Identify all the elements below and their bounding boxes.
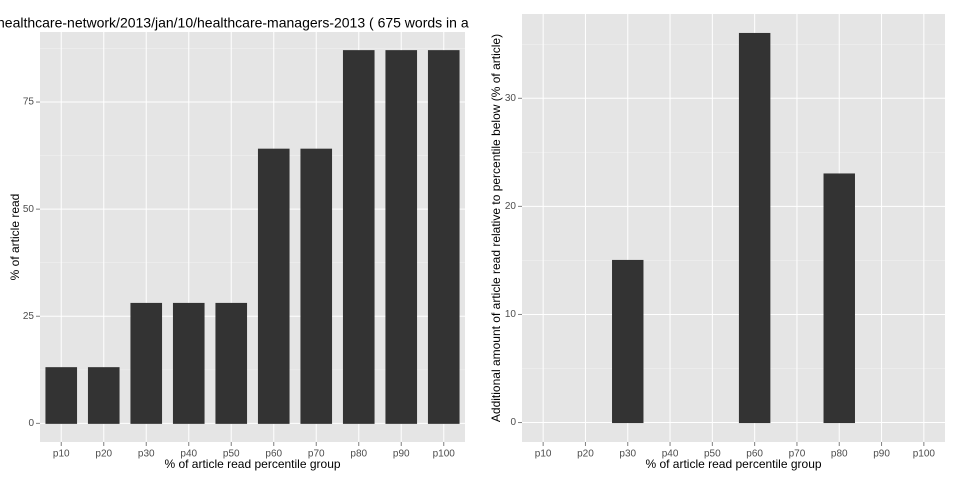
y-tick-label: 10 <box>505 309 517 320</box>
y-tick-label: 30 <box>505 93 517 104</box>
x-axis-label: % of article read percentile group <box>164 457 340 471</box>
bar <box>427 50 460 424</box>
bar <box>215 302 248 424</box>
x-tick-label: p20 <box>95 449 112 460</box>
bar <box>823 173 855 424</box>
x-tick-label: p100 <box>913 449 936 460</box>
x-tick-label: p80 <box>350 449 367 460</box>
bar <box>342 50 375 424</box>
bar <box>738 32 771 424</box>
y-tick-label: 20 <box>505 201 517 212</box>
bar <box>87 367 120 424</box>
x-tick-label: p30 <box>619 449 636 460</box>
x-tick-label: p70 <box>789 449 806 460</box>
bar <box>172 302 205 424</box>
bar <box>300 148 333 424</box>
x-tick-label: p60 <box>746 449 763 460</box>
x-tick-label: p10 <box>535 449 552 460</box>
x-tick-label: p20 <box>577 449 594 460</box>
y-axis-label: % of article read <box>8 194 22 281</box>
y-tick-label: 0 <box>28 418 34 429</box>
y-tick-label: 50 <box>23 204 35 215</box>
bar <box>45 367 78 424</box>
bar <box>257 148 290 424</box>
x-tick-label: p30 <box>138 449 155 460</box>
y-tick-label: 0 <box>510 417 516 428</box>
y-tick-label: 75 <box>23 97 35 108</box>
bar <box>385 50 418 424</box>
panel-background <box>522 14 945 442</box>
x-tick-label: p70 <box>308 449 325 460</box>
bar <box>612 259 644 424</box>
x-tick-label: p40 <box>662 449 679 460</box>
x-tick-label: p40 <box>180 449 197 460</box>
y-axis-label: Additional amount of article read relati… <box>489 34 503 422</box>
x-tick-label: p50 <box>223 449 240 460</box>
x-tick-label: p60 <box>265 449 282 460</box>
chart-title: healthcare-network/2013/jan/10/healthcar… <box>0 15 469 31</box>
x-tick-label: p10 <box>53 449 70 460</box>
x-tick-label: p90 <box>873 449 890 460</box>
x-tick-label: p80 <box>831 449 848 460</box>
y-tick-label: 25 <box>23 311 35 322</box>
x-tick-label: p50 <box>704 449 721 460</box>
x-tick-label: p90 <box>393 449 410 460</box>
x-axis-label: % of article read percentile group <box>645 457 821 471</box>
bar <box>130 302 163 424</box>
x-tick-label: p100 <box>433 449 456 460</box>
